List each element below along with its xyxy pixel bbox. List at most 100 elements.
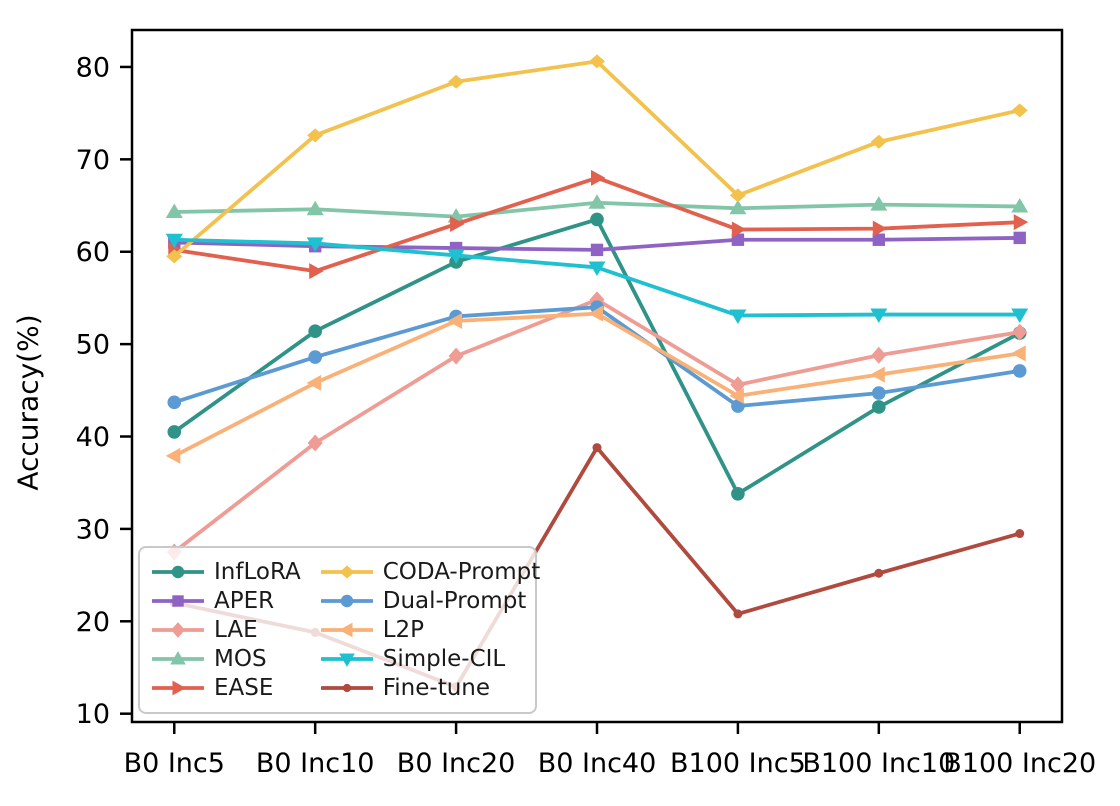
series-marker-mos <box>729 199 747 215</box>
series-marker-aper <box>731 233 745 246</box>
x-tick-label-b0-inc5: B0 Inc5 <box>124 748 225 779</box>
y-tick-label: 70 <box>76 145 110 176</box>
series-marker-inflora <box>167 425 182 439</box>
series-marker-coda-prompt <box>589 54 605 69</box>
series-marker-l2p <box>447 313 463 330</box>
series-marker-dual-prompt <box>872 386 886 400</box>
legend-aper-glyph <box>172 595 184 607</box>
series-marker-l2p <box>165 447 181 464</box>
legend-l2p-marker-icon <box>320 622 373 638</box>
series-marker-aper <box>872 233 886 246</box>
series-marker-lae <box>307 434 323 452</box>
series-marker-mos <box>306 200 324 216</box>
legend-label-dual-prompt: Dual-Prompt <box>382 588 527 615</box>
legend-label-fine-tune: Fine-tune <box>382 674 491 701</box>
legend-simple-cil-marker-icon <box>320 653 373 667</box>
legend-simple-cil-glyph <box>338 653 355 667</box>
series-marker-fine-tune <box>592 443 602 453</box>
legend-item-mos: MOS <box>152 644 301 673</box>
series-marker-l2p <box>306 374 322 391</box>
series-marker-inflora <box>308 324 322 338</box>
series-marker-fine-tune <box>1015 529 1025 539</box>
series-marker-simple-cil <box>306 237 324 252</box>
series-marker-mos <box>1011 197 1029 213</box>
series-marker-mos <box>588 194 606 209</box>
legend-aper-marker-icon <box>152 595 204 607</box>
legend-ease-glyph <box>172 680 186 695</box>
series-line-lae <box>172 297 1022 554</box>
series-marker-mos <box>870 196 888 211</box>
series-marker-lae <box>871 346 887 364</box>
legend-fine-tune-glyph <box>342 683 351 692</box>
y-tick-label: 10 <box>76 699 110 730</box>
series-marker-coda-prompt <box>870 134 887 149</box>
legend-dual-prompt-marker-icon <box>320 594 373 608</box>
series-marker-simple-cil <box>165 233 183 249</box>
legend-label-aper: APER <box>214 588 275 615</box>
legend-item-lae: LAE <box>152 616 301 645</box>
series-marker-ease <box>309 263 324 280</box>
legend-label-simple-cil: Simple-CIL <box>382 645 506 672</box>
x-tick-label-b0-inc10: B0 Inc10 <box>256 748 375 779</box>
legend-label-inflora: InfLoRA <box>214 559 301 586</box>
legend-ease-marker-icon <box>152 680 204 695</box>
y-tick-label: 80 <box>76 52 110 83</box>
legend: InfLoRA APER LAE MOS EASE CODA-Prompt Dual-Pro… <box>138 546 540 714</box>
series-marker-simple-cil <box>729 309 747 324</box>
series-marker-coda-prompt <box>166 249 183 264</box>
legend-item-inflora: InfLoRA <box>152 558 301 587</box>
y-tick-label: 40 <box>76 422 110 453</box>
y-tick-label: 30 <box>76 514 110 545</box>
legend-inflora-glyph <box>171 566 185 579</box>
series-marker-coda-prompt <box>1011 103 1028 118</box>
legend-item-aper: APER <box>152 587 301 616</box>
series-marker-l2p <box>729 387 744 404</box>
series-marker-coda-prompt <box>448 74 465 89</box>
series-marker-dual-prompt <box>1012 364 1027 378</box>
legend-mos-glyph <box>170 650 186 665</box>
legend-item-l2p: L2P <box>320 616 541 645</box>
series-marker-fine-tune <box>733 609 743 619</box>
x-tick-label-b0-inc40: B0 Inc40 <box>538 748 657 779</box>
x-tick-label-b100-inc10: B100 Inc10 <box>802 748 955 779</box>
y-axis-label: Accuracy(%) <box>11 314 45 491</box>
legend-lae-marker-icon <box>152 622 204 638</box>
series-marker-simple-cil <box>447 249 465 264</box>
series-marker-dual-prompt <box>308 350 322 364</box>
series-marker-dual-prompt <box>167 395 182 410</box>
series-marker-fine-tune <box>874 568 884 578</box>
series-marker-lae <box>1012 323 1028 341</box>
y-tick-label: 20 <box>76 607 110 638</box>
series-marker-ease <box>450 216 465 233</box>
legend-l2p-glyph <box>338 622 353 638</box>
series-marker-inflora <box>590 212 604 227</box>
legend-inflora-marker-icon <box>152 566 204 579</box>
x-tick-label-b0-inc20: B0 Inc20 <box>397 748 516 779</box>
y-tick-label: 60 <box>76 237 110 268</box>
legend-label-lae: LAE <box>214 616 258 643</box>
legend-item-ease: EASE <box>152 673 301 702</box>
legend-column: InfLoRA APER LAE MOS EASE <box>152 558 301 702</box>
series-marker-lae <box>448 347 464 365</box>
x-tick-label-b100-inc20: B100 Inc20 <box>943 748 1096 779</box>
legend-label-l2p: L2P <box>382 616 425 643</box>
legend-label-mos: MOS <box>214 645 267 672</box>
series-line-l2p <box>172 311 1022 458</box>
y-tick-label: 50 <box>76 330 110 361</box>
series-marker-inflora <box>731 486 745 501</box>
legend-label-coda-prompt: CODA-Prompt <box>382 559 541 586</box>
series-marker-simple-cil <box>1011 308 1029 324</box>
series-marker-ease <box>591 169 606 186</box>
series-marker-dual-prompt <box>731 399 745 413</box>
legend-coda-prompt-marker-icon <box>320 565 373 579</box>
legend-item-simple-cil: Simple-CIL <box>320 644 541 673</box>
series-marker-l2p <box>870 366 885 383</box>
series-marker-aper <box>590 243 604 257</box>
series-marker-ease <box>1013 214 1029 231</box>
legend-label-ease: EASE <box>214 674 274 701</box>
legend-column: CODA-Prompt Dual-Prompt L2P Simple-CIL Fine-… <box>320 558 541 702</box>
series-marker-simple-cil <box>870 308 888 324</box>
legend-lae-glyph <box>171 622 185 638</box>
